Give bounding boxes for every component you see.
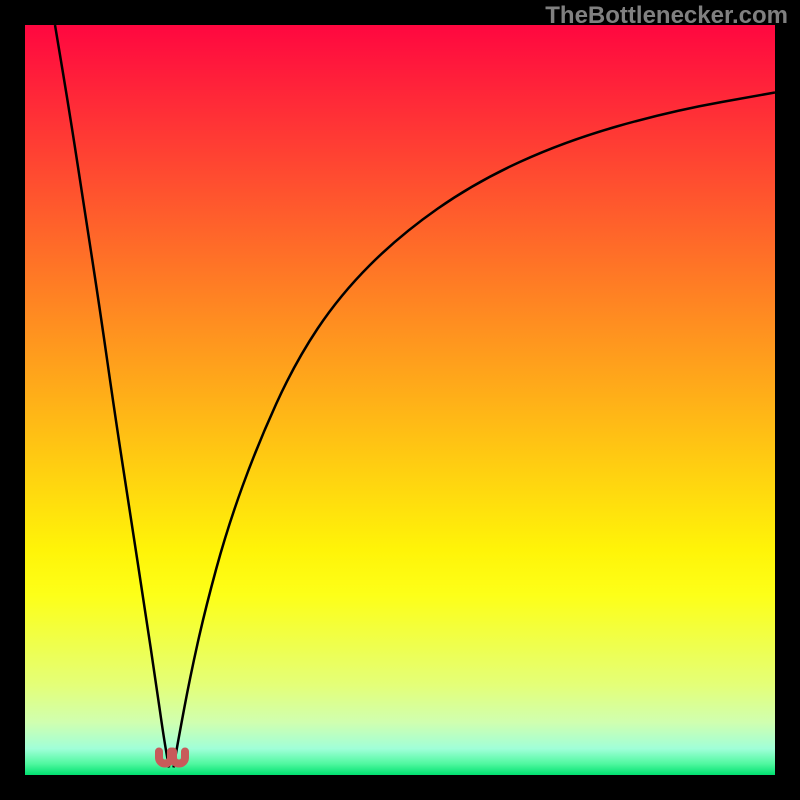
plot-area [25, 25, 775, 775]
bottleneck-curve [25, 25, 775, 775]
chart-frame: TheBottlenecker.com [0, 0, 800, 800]
watermark-text: TheBottlenecker.com [545, 2, 788, 30]
curve-marker [169, 748, 189, 773]
